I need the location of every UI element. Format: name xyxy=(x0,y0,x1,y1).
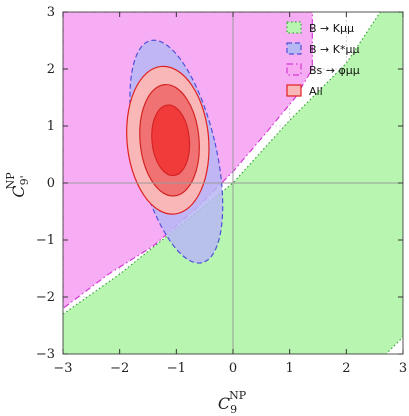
y-axis-label-sup: NP xyxy=(4,172,17,190)
x-axis-label: C9NP xyxy=(218,389,247,416)
legend-swatch xyxy=(286,42,302,55)
x-axis-label-main: C xyxy=(218,394,230,413)
legend-label: Bs → φμμ xyxy=(309,64,360,77)
y-tick-label: 0 xyxy=(47,176,55,191)
legend-label: B → Kμμ xyxy=(309,22,354,35)
y-tick-label: −2 xyxy=(36,290,55,305)
x-tick-label: 2 xyxy=(342,361,350,376)
legend-swatch xyxy=(286,84,302,97)
y-tick-label: 2 xyxy=(47,62,55,77)
x-tick-label: −2 xyxy=(110,361,129,376)
y-tick-labels: −3 −2 −1 0 1 2 3 xyxy=(36,5,55,362)
y-axis-label-sub: 9' xyxy=(18,175,31,185)
legend: B → Kμμ B → K*μμ Bs → φμμ All xyxy=(286,21,360,98)
y-axis-label: C9'NP xyxy=(4,172,31,198)
y-axis-label-main: C xyxy=(9,185,28,197)
x-tick-label: 1 xyxy=(286,361,294,376)
legend-swatch xyxy=(286,21,302,34)
x-tick-label: −3 xyxy=(53,361,72,376)
x-axis-label-sub: 9 xyxy=(230,403,237,416)
legend-label: All xyxy=(309,85,323,98)
x-axis-label-sup: NP xyxy=(229,389,247,402)
region-all-inner xyxy=(151,104,191,177)
x-tick-label: −1 xyxy=(167,361,186,376)
x-tick-label: 3 xyxy=(399,361,407,376)
legend-label: B → K*μμ xyxy=(309,43,359,56)
y-tick-label: 1 xyxy=(47,119,55,134)
y-tick-label: 3 xyxy=(47,5,55,20)
legend-swatch xyxy=(286,63,302,76)
x-tick-labels: −3 −2 −1 0 1 2 3 xyxy=(53,361,407,376)
y-tick-label: −1 xyxy=(36,233,55,248)
tick-marks xyxy=(62,11,404,355)
y-tick-label: −3 xyxy=(36,347,55,362)
x-tick-label: 0 xyxy=(229,361,237,376)
